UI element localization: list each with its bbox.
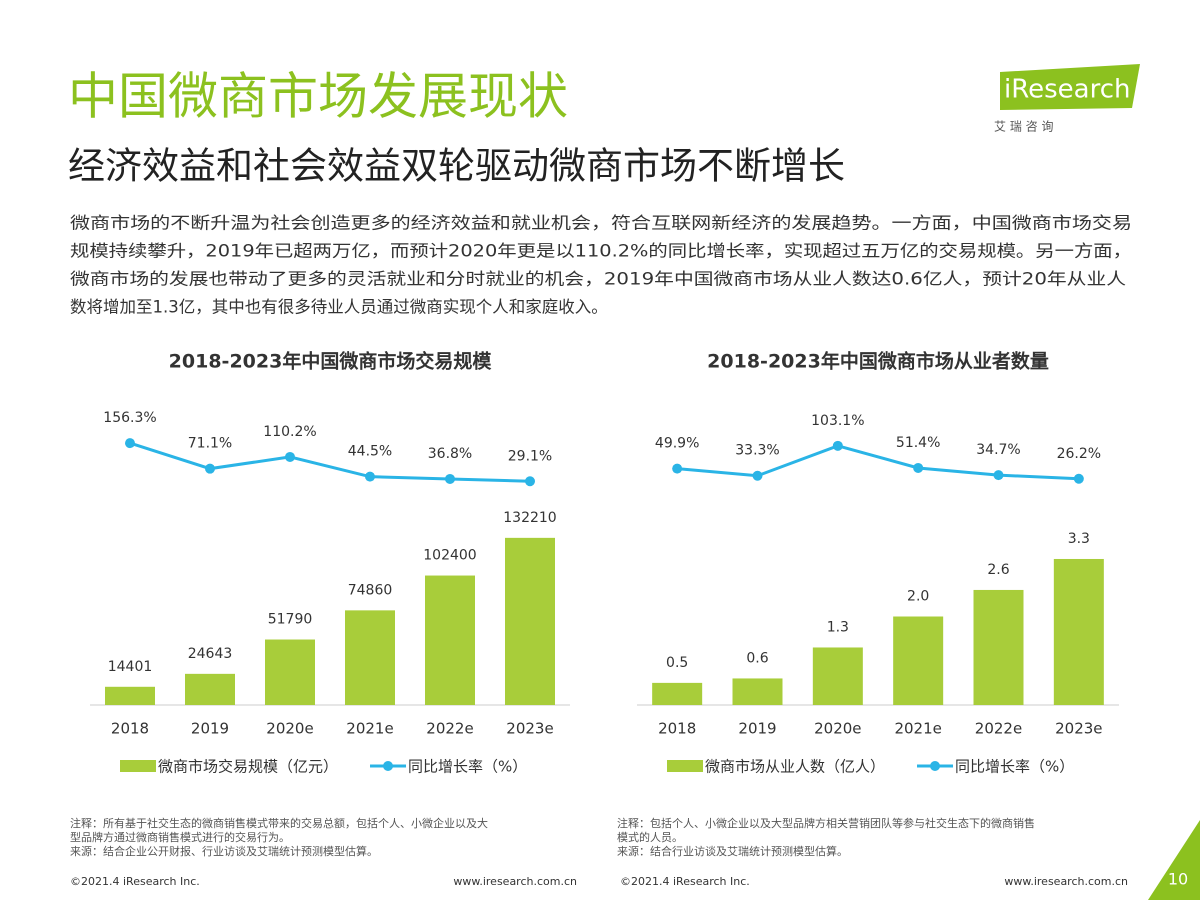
url: www.iresearch.com.cn xyxy=(453,875,577,888)
line-label: 29.1% xyxy=(508,448,552,464)
logo-bg xyxy=(1000,64,1140,110)
legend-label: 微商市场从业人数（亿人） xyxy=(705,758,885,776)
legend-swatch xyxy=(383,761,394,771)
line-point xyxy=(525,476,535,487)
note: 注释：包括个人、小微企业以及大型品牌方相关营销团队等参与社交生态下的微商销售 xyxy=(617,816,1035,830)
line-point xyxy=(993,470,1004,481)
x-tick-label: 2023e xyxy=(1055,720,1102,738)
chart-title: 2018-2023年中国微商市场从业者数量 xyxy=(707,350,1049,373)
line-point xyxy=(285,451,295,462)
bar xyxy=(652,682,703,705)
bar-label: 102400 xyxy=(423,548,476,564)
line-label: 71.1% xyxy=(188,436,232,452)
x-tick-label: 2023e xyxy=(506,720,553,738)
logo-sub: 艾 瑞 咨 询 xyxy=(994,119,1053,134)
paragraph-line: 微商市场的不断升温为社会创造更多的经济效益和就业机会，符合互联网新经济的发展趋势… xyxy=(70,214,1132,233)
bar xyxy=(732,678,783,705)
x-tick-label: 2018 xyxy=(658,720,696,738)
line-label: 26.2% xyxy=(1057,446,1101,462)
x-tick-label: 2018 xyxy=(111,720,149,738)
note: 注释：所有基于社交生态的微商销售模式带来的交易总额，包括个人、小微企业以及大 xyxy=(70,816,488,830)
copyright: ©2021.4 iResearch Inc. xyxy=(70,875,200,888)
line-point xyxy=(365,471,375,482)
bar xyxy=(185,673,235,705)
line-label: 49.9% xyxy=(655,436,699,452)
bar-label: 74860 xyxy=(348,582,393,598)
url: www.iresearch.com.cn xyxy=(1004,875,1128,888)
x-tick-label: 2019 xyxy=(738,720,776,738)
line-point xyxy=(1073,473,1084,484)
page-number: 10 xyxy=(1168,870,1188,889)
line-point xyxy=(125,438,135,449)
line-label: 44.5% xyxy=(348,444,392,460)
bar xyxy=(345,610,395,705)
logo: iResearch xyxy=(1004,75,1130,105)
bar-label: 1.3 xyxy=(827,619,849,635)
bar-label: 2.0 xyxy=(907,589,929,605)
note: 来源：结合企业公开财报、行业访谈及艾瑞统计预测模型估算。 xyxy=(70,844,378,858)
bar-label: 51790 xyxy=(268,612,313,628)
line-label: 36.8% xyxy=(428,446,472,462)
x-tick-label: 2020e xyxy=(814,720,861,738)
x-tick-label: 2020e xyxy=(266,720,313,738)
legend-label: 微商市场交易规模（亿元） xyxy=(158,758,338,776)
bar-label: 0.6 xyxy=(746,650,768,666)
line-point xyxy=(672,463,683,474)
bar-label: 3.3 xyxy=(1068,531,1090,547)
legend-swatch xyxy=(120,760,156,772)
bar-label: 0.5 xyxy=(666,655,688,671)
legend-label: 同比增长率（%） xyxy=(408,758,527,776)
line xyxy=(129,441,531,483)
bar xyxy=(105,686,155,705)
line-label: 110.2% xyxy=(263,424,316,440)
bar xyxy=(265,639,315,705)
legend-swatch xyxy=(930,761,941,771)
x-tick-label: 2021e xyxy=(346,720,393,738)
line-label: 33.3% xyxy=(735,443,779,459)
line-label: 156.3% xyxy=(103,410,156,426)
line-point xyxy=(913,462,924,473)
bar-label: 14401 xyxy=(108,659,153,675)
slide-title: 中国微商市场发展现状 xyxy=(68,68,568,126)
copyright: ©2021.4 iResearch Inc. xyxy=(620,875,750,888)
corner xyxy=(1148,820,1200,900)
line-point xyxy=(205,463,215,474)
note: 模式的人员。 xyxy=(617,830,683,844)
line-label: 51.4% xyxy=(896,435,940,451)
line-label: 34.7% xyxy=(976,442,1020,458)
line xyxy=(677,444,1079,481)
bar xyxy=(893,616,944,705)
note: 型品牌方通过微商销售模式进行的交易行为。 xyxy=(70,830,290,844)
bar-label: 24643 xyxy=(188,646,233,662)
bar xyxy=(505,537,555,705)
legend-label: 同比增长率（%） xyxy=(955,758,1074,776)
slide-subtitle: 经济效益和社会效益双轮驱动微商市场不断增长 xyxy=(68,145,845,188)
line-point xyxy=(445,473,455,484)
paragraph-line: 数将增加至1.3亿，其中也有很多待业人员通过微商实现个人和家庭收入。 xyxy=(70,298,608,317)
x-tick-label: 2021e xyxy=(894,720,941,738)
bar xyxy=(1053,558,1104,705)
bar xyxy=(425,575,475,705)
x-tick-label: 2022e xyxy=(426,720,473,738)
paragraph-line: 微商市场的发展也带动了更多的灵活就业和分时就业的机会，2019年中国微商市场从业… xyxy=(70,270,1126,289)
legend-swatch xyxy=(667,760,703,772)
x-tick-label: 2019 xyxy=(191,720,229,738)
bar xyxy=(812,647,863,705)
line-label: 103.1% xyxy=(811,413,864,429)
bar xyxy=(973,589,1024,705)
note: 来源：结合行业访谈及艾瑞统计预测模型估算。 xyxy=(617,844,848,858)
x-tick-label: 2022e xyxy=(975,720,1022,738)
bar-label: 2.6 xyxy=(987,562,1009,578)
line-point xyxy=(832,440,843,451)
chart-title: 2018-2023年中国微商市场交易规模 xyxy=(169,350,493,373)
line-point xyxy=(752,470,763,481)
paragraph-line: 规模持续攀升，2019年已超两万亿，而预计2020年更是以110.2%的同比增长… xyxy=(70,242,1132,261)
bar-label: 132210 xyxy=(503,510,556,526)
